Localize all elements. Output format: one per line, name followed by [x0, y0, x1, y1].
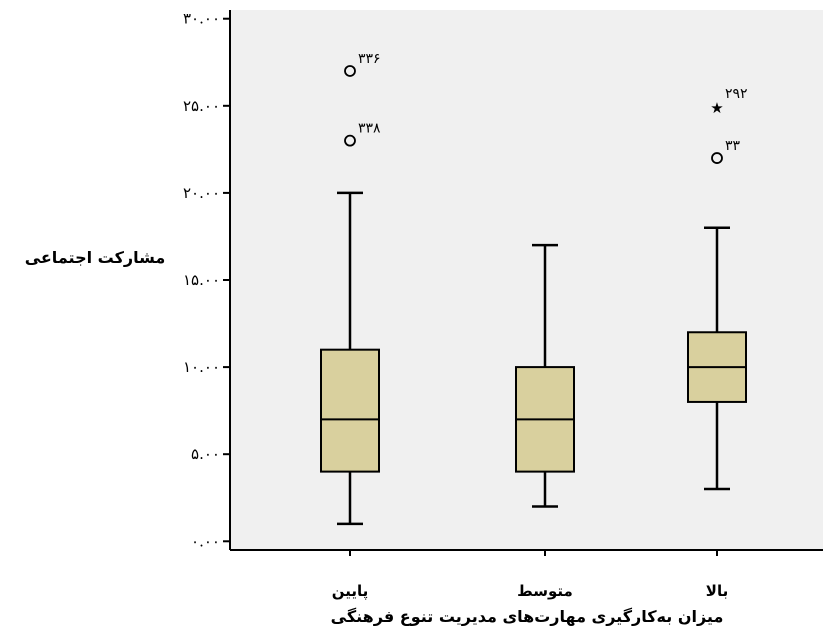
box-group: ★۲۹۲ ۳۳	[687, 86, 748, 491]
box-iqr	[320, 348, 380, 473]
x-tick-label: پایین	[332, 582, 369, 601]
box-group	[515, 243, 575, 508]
x-tick-label: بالا	[706, 582, 728, 600]
y-axis-title: مشارکت اجتماعی	[25, 248, 166, 267]
box-group: ۳۳۶ ۳۳۸	[320, 51, 381, 526]
y-tick-label: ۳۰.۰۰	[183, 10, 220, 28]
y-tick-label: ۱۵.۰۰	[183, 271, 220, 289]
outlier-marker	[711, 152, 723, 164]
y-tick-label: ۲۰.۰۰	[183, 184, 220, 202]
outlier-label: ۲۹۲	[725, 86, 748, 102]
x-tick-label: متوسط	[517, 582, 573, 600]
y-axis-ticks: ۰.۰۰ ۵.۰۰ ۱۰.۰۰ ۱۵.۰۰ ۲۰.۰۰ ۲۵.۰۰ ۳۰.۰۰	[183, 10, 230, 550]
outlier-label: ۳۳	[725, 138, 741, 154]
y-tick-label: ۲۵.۰۰	[183, 97, 220, 115]
y-tick-label: ۰.۰۰	[191, 532, 220, 550]
x-axis-title: میزان به‌کارگیری مهارت‌های مدیریت تنوع ف…	[331, 607, 724, 626]
y-tick-label: ۵.۰۰	[191, 445, 220, 463]
outlier-marker	[344, 65, 356, 77]
x-axis-tick-labels: پایین متوسط بالا	[332, 550, 728, 601]
extreme-outlier-marker: ★	[710, 99, 723, 117]
y-tick-label: ۱۰.۰۰	[183, 358, 220, 376]
box-series: ۳۳۶ ۳۳۸ ★۲۹۲ ۳۳	[320, 51, 748, 526]
outlier-label: ۳۳۶	[358, 51, 381, 67]
outlier-label: ۳۳۸	[358, 121, 381, 137]
outlier-marker	[344, 134, 356, 147]
